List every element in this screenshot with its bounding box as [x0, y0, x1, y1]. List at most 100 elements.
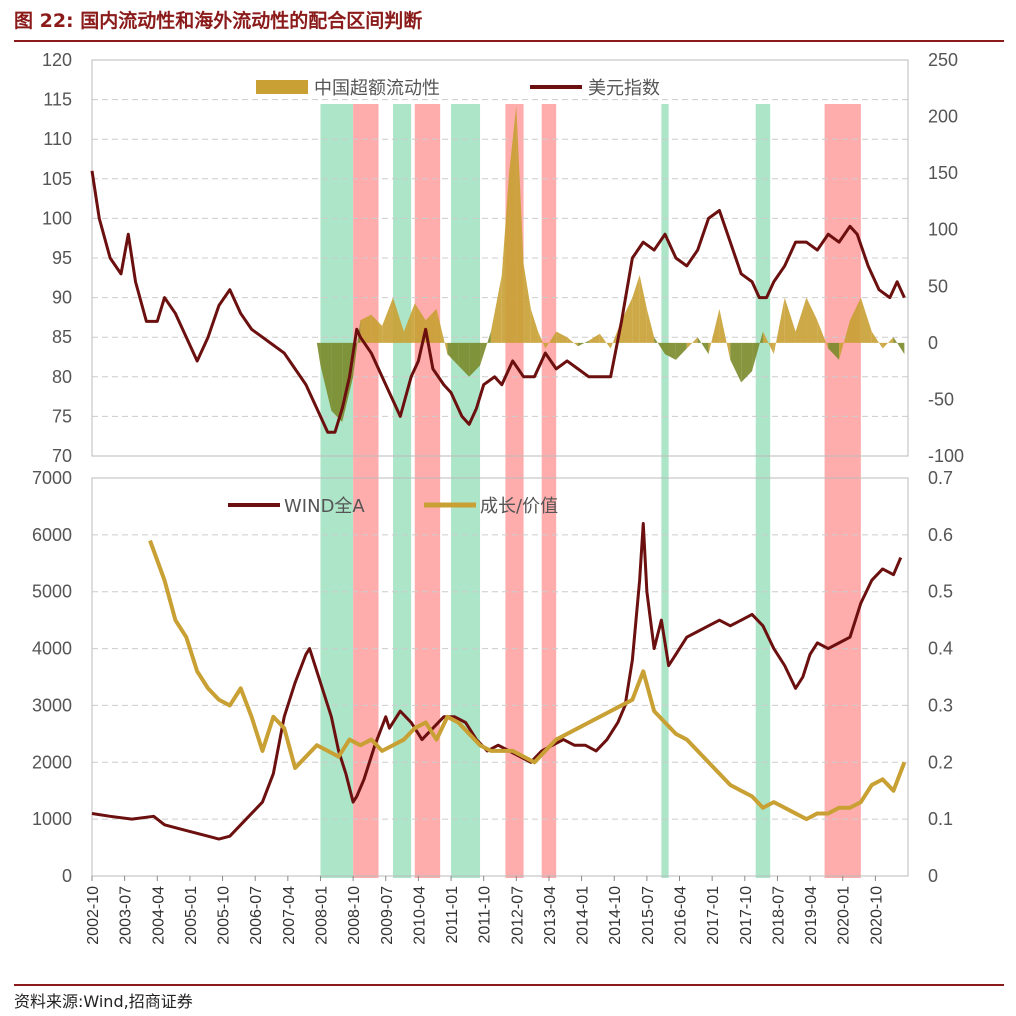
liquidity-area-segment	[447, 342, 459, 366]
x-tick-label: 2009-07	[379, 886, 396, 945]
liquidity-area-segment	[828, 342, 840, 360]
x-tick-label: 2012-07	[509, 886, 526, 945]
liquidity-area-segment	[665, 342, 676, 360]
legend-label-liquidity: 中国超额流动性	[314, 78, 440, 99]
top-right-tick: -100	[928, 446, 964, 466]
x-tick-label: 2006-07	[248, 886, 265, 945]
x-tick-label: 2018-07	[770, 886, 787, 945]
band-green-7	[661, 104, 669, 878]
liquidity-area-segment	[719, 308, 731, 360]
source-divider	[14, 984, 1004, 986]
liquidity-area-segment	[632, 274, 640, 343]
legend-label-usd: 美元指数	[588, 78, 660, 99]
liquidity-area-segment	[839, 320, 850, 360]
liquidity-area-segment	[741, 342, 753, 383]
x-tick-label: 2010-04	[411, 886, 428, 945]
bottom-right-tick: 0.3	[928, 695, 953, 715]
liquidity-area-segment	[414, 303, 426, 343]
top-left-tick: 120	[42, 50, 72, 70]
legend-label-growth-value: 成长/价值	[480, 496, 558, 517]
liquidity-area-segment	[360, 314, 372, 343]
x-tick-label: 2017-10	[738, 886, 755, 945]
bottom-left-tick: 0	[62, 866, 72, 886]
liquidity-area-segment	[516, 105, 524, 343]
liquidity-area-segment	[795, 297, 807, 343]
x-tick-label: 2020-01	[836, 886, 853, 945]
bottom-right-tick: 0.4	[928, 639, 953, 659]
liquidity-area-segment	[567, 337, 578, 347]
liquidity-area-segment	[882, 337, 894, 349]
top-right-tick: 0	[928, 333, 938, 353]
regime-bands	[320, 104, 861, 878]
liquidity-area-segment	[762, 331, 774, 355]
title-divider	[14, 40, 1004, 42]
x-tick-label: 2015-07	[640, 886, 657, 945]
top-left-tick: 85	[52, 327, 72, 347]
liquidity-area-segment	[588, 333, 600, 343]
top-left-tick: 90	[52, 288, 72, 308]
liquidity-area-segment	[458, 342, 470, 377]
band-green-4	[451, 104, 481, 878]
wind-all-a-line	[91, 521, 903, 841]
top-right-tick: 150	[928, 163, 958, 183]
bottom-right-tick: 0.1	[928, 809, 953, 829]
top-left-tick: 115	[43, 90, 72, 110]
x-axis: 2002-10 2003-07 2004-04 2005-01 2005-10 2006-…	[85, 876, 885, 945]
legend-swatch-liquidity	[256, 80, 308, 94]
top-left-tick: 110	[43, 129, 72, 149]
liquidity-area-segment	[893, 337, 905, 355]
liquidity-area-segment	[654, 337, 666, 355]
x-tick-label: 2008-01	[313, 886, 330, 945]
liquidity-area-segment	[382, 297, 394, 343]
liquidity-area-segment	[708, 308, 720, 355]
x-tick-label: 2017-01	[705, 886, 722, 945]
top-right-tick: 100	[928, 220, 958, 240]
liquidity-area-segment	[469, 342, 481, 377]
x-tick-label: 2004-04	[150, 886, 167, 945]
bottom-panel: 7000 6000 5000 4000 3000 2000 1000 0 0.7 0.6 0.5 0.…	[32, 468, 953, 886]
top-left-tick: 75	[52, 406, 72, 426]
x-tick-label: 2011-10	[477, 886, 494, 944]
liquidity-area-segment	[331, 342, 343, 423]
source-note: 资料来源:Wind,招商证券	[14, 992, 193, 1011]
liquidity-area-segment	[697, 337, 709, 355]
band-red-3	[414, 104, 441, 878]
x-tick-label: 2005-10	[216, 886, 233, 945]
liquidity-area-segment	[860, 297, 872, 343]
liquidity-area-segment	[675, 342, 687, 360]
x-tick-label: 2014-10	[607, 886, 624, 945]
liquidity-area-segment	[817, 320, 829, 349]
liquidity-area-segment	[393, 297, 404, 343]
x-tick-label: 2020-10	[868, 886, 885, 945]
liquidity-area-segment	[599, 333, 611, 349]
x-tick-label: 2016-04	[673, 886, 690, 945]
top-left-tick: 95	[52, 248, 72, 268]
liquidity-area-segment	[403, 303, 415, 343]
usd-index-line	[90, 170, 906, 434]
liquidity-area-segment	[686, 337, 698, 349]
top-panel: 120 115 110 105 100 95 90 85 80 75 70 250 200 150 100 5…	[42, 50, 964, 466]
liquidity-area-segment	[621, 297, 633, 343]
liquidity-area-segment	[480, 331, 491, 366]
x-tick-label: 2014-01	[575, 886, 592, 945]
bottom-left-tick: 5000	[32, 582, 72, 602]
x-tick-label: 2019-04	[803, 886, 820, 945]
x-tick-label: 2013-04	[542, 886, 559, 945]
liquidity-area-segment	[425, 308, 437, 343]
bottom-right-tick: 0.2	[928, 752, 953, 772]
liquidity-area-segment	[530, 308, 539, 343]
x-tick-label: 2007-04	[281, 886, 298, 945]
top-left-tick: 80	[52, 367, 72, 387]
liquidity-area-segment	[545, 331, 557, 349]
bottom-right-tick: 0.5	[928, 582, 953, 602]
bottom-left-tick: 4000	[32, 639, 72, 659]
figure-title: 图 22: 国内流动性和海外流动性的配合区间判断	[14, 10, 423, 32]
top-right-tick: 250	[928, 50, 958, 70]
liquidity-area-segment	[773, 297, 785, 355]
liquidity-area-segment	[639, 274, 647, 343]
liquidity-area-segment	[538, 331, 546, 349]
liquidity-area-segment	[316, 342, 321, 366]
x-tick-label: 2005-01	[183, 886, 200, 945]
top-right-tick: -50	[928, 389, 954, 409]
